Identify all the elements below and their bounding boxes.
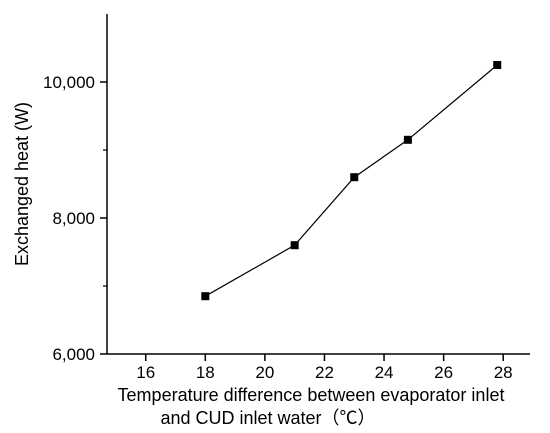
x-axis-ticks: 16 18 20 22 24 26 28: [136, 354, 513, 382]
x-tick-label: 26: [434, 363, 453, 382]
x-tick-label: 24: [375, 363, 394, 382]
y-axis-label: Exchanged heat (W): [12, 102, 32, 266]
x-axis-label-line2: and CUD inlet water（℃）: [160, 408, 375, 428]
data-point-marker: [403, 135, 412, 144]
y-axis-ticks: 6,000 8,000 10,000: [43, 73, 107, 364]
x-axis-label-line1: Temperature difference between evaporato…: [118, 385, 505, 405]
plot-frame: [106, 14, 530, 355]
series-layer: [201, 61, 502, 301]
y-tick-label: 8,000: [52, 209, 95, 228]
data-point-marker: [290, 241, 299, 250]
data-point-marker: [493, 61, 502, 69]
data-point-marker: [201, 292, 210, 301]
x-tick-label: 18: [196, 363, 215, 382]
data-point-marker: [350, 173, 359, 182]
x-tick-label: 22: [315, 363, 334, 382]
y-tick-label: 10,000: [43, 73, 95, 92]
x-tick-label: 16: [136, 363, 155, 382]
x-tick-label: 20: [255, 363, 274, 382]
y-tick-label: 6,000: [52, 345, 95, 364]
x-tick-label: 28: [494, 363, 513, 382]
